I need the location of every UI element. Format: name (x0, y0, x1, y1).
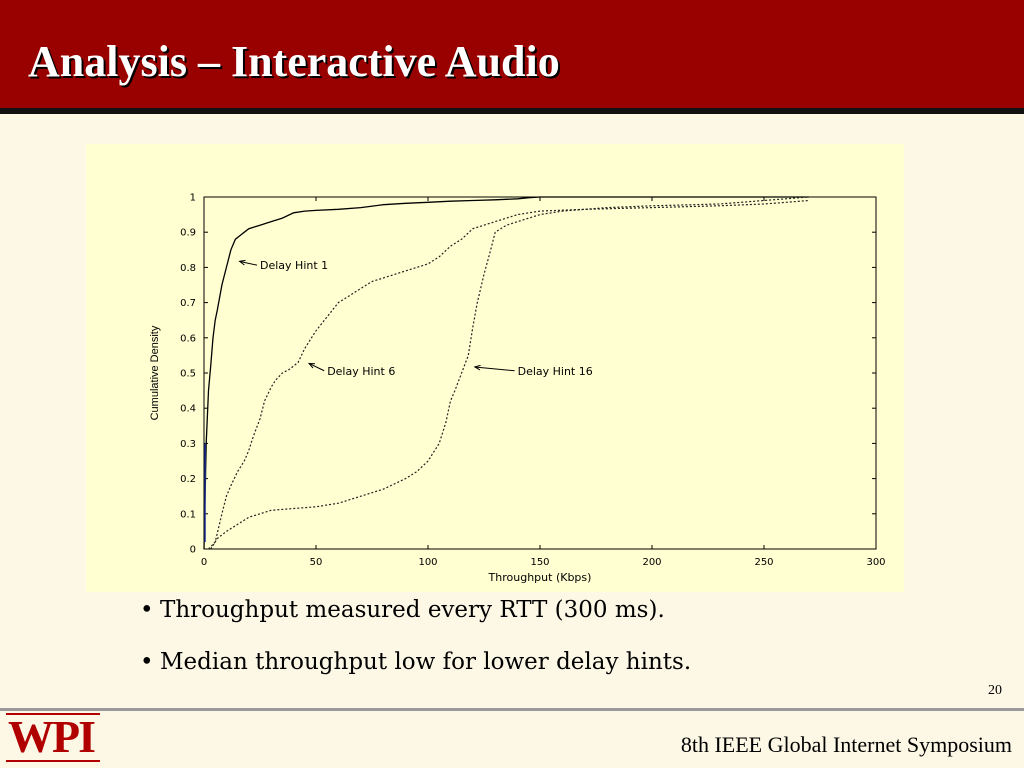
series-line-2 (208, 199, 809, 550)
x-tick-label: 250 (754, 557, 773, 568)
x-tick-label: 150 (530, 557, 549, 568)
y-tick-label: 0 (190, 545, 196, 556)
x-axis-label: Throughput (Kbps) (488, 571, 592, 584)
y-tick-label: 0.4 (180, 404, 196, 415)
page-number: 20 (988, 683, 1002, 698)
title-bar (0, 0, 1024, 108)
x-tick-label: 300 (866, 557, 885, 568)
bullet-item: • Median throughput low for lower delay h… (140, 644, 691, 696)
x-tick-label: 100 (418, 557, 437, 568)
annotation-label-3: Delay Hint 16 (518, 365, 593, 378)
y-tick-label: 0.1 (180, 509, 196, 520)
footer-rule (0, 708, 1024, 711)
logo-rule-top (6, 713, 100, 715)
slide-title: Analysis – Interactive Audio (28, 37, 560, 86)
y-tick-label: 0.8 (180, 263, 196, 274)
x-tick-label: 50 (310, 557, 323, 568)
y-tick-label: 0.6 (180, 333, 196, 344)
bullet-list: • Throughput measured every RTT (300 ms).… (140, 592, 691, 696)
series-line-1 (203, 196, 809, 550)
y-tick-label: 0.3 (180, 439, 196, 450)
bullet-text: Median throughput low for lower delay hi… (160, 649, 692, 675)
x-tick-label: 0 (201, 557, 207, 568)
y-tick-label: 0.5 (180, 369, 196, 380)
plot-frame (203, 196, 877, 550)
bullet-text: Throughput measured every RTT (300 ms). (160, 597, 665, 623)
logo-rule-bottom (6, 760, 100, 762)
title-rule (0, 108, 1024, 114)
y-tick-label: 1 (190, 193, 196, 204)
series-line-3 (210, 196, 809, 550)
annotation-arrow-line (239, 260, 258, 266)
annotation-label-2: Delay Hint 6 (327, 365, 395, 378)
annotation-arrowhead (307, 362, 316, 369)
bullet-icon: • (140, 597, 154, 623)
x-tick-label: 200 (642, 557, 661, 568)
annotation-arrowhead (473, 364, 481, 371)
chart-panel: 0 50 100 150 200 250 300 0 0.1 0.2 0.3 0.4 0.5 0.6 0.7… (86, 144, 904, 592)
annotation-arrow-line (308, 362, 325, 372)
annotation-arrow-line (474, 366, 515, 372)
bullet-item: • Throughput measured every RTT (300 ms). (140, 592, 691, 644)
cdf-chart: 0 50 100 150 200 250 300 0 0.1 0.2 0.3 0.4 0.5 0.6 0.7… (149, 193, 886, 585)
annotation-arrowhead (238, 259, 246, 266)
wpi-logo: WPI (8, 711, 96, 762)
bullet-icon: • (140, 649, 154, 675)
y-tick-label: 0.2 (180, 474, 196, 485)
annotation-label-1: Delay Hint 1 (260, 259, 328, 272)
y-tick-label: 0.9 (180, 228, 196, 239)
footer-conference: 8th IEEE Global Internet Symposium (680, 732, 1012, 757)
footer-bar (0, 711, 1024, 768)
y-tick-label: 0.7 (180, 298, 196, 309)
y-axis-label: Cumulative Density (149, 325, 161, 420)
